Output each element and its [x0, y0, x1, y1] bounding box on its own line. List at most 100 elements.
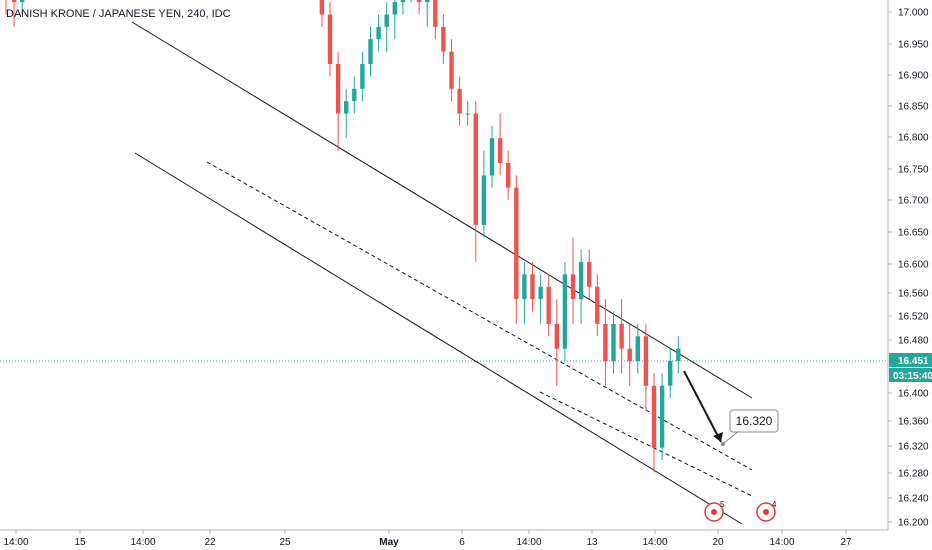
- x-tick-label: 15: [74, 537, 86, 548]
- y-tick-label: 16.520: [898, 312, 929, 323]
- price-axis-bg: [888, 0, 932, 550]
- candle-body: [360, 64, 365, 89]
- candle-body: [319, 0, 325, 15]
- candle-body: [400, 0, 406, 3]
- candle: [611, 311, 616, 374]
- candle: [5, 0, 7, 15]
- event-number: 4: [772, 500, 777, 509]
- candle-body: [392, 2, 397, 15]
- candle: [668, 348, 673, 399]
- x-tick-label: 14:00: [769, 537, 794, 548]
- y-tick-label: 16.480: [898, 336, 929, 347]
- y-tick-label: 16.750: [898, 165, 929, 176]
- y-tick-label: 16.700: [898, 196, 929, 207]
- candle-body: [522, 274, 527, 300]
- event-marker[interactable]: 4: [756, 500, 777, 522]
- candle-body: [465, 113, 470, 115]
- candle: [400, 0, 406, 15]
- current-price-label: 16.451: [898, 356, 929, 367]
- candle: [449, 39, 454, 102]
- candle: [554, 299, 559, 386]
- candle: [368, 26, 373, 77]
- candle-body: [384, 14, 389, 27]
- y-tick-label: 16.560: [898, 289, 929, 300]
- y-tick-label: 16.200: [898, 518, 929, 529]
- candle: [497, 113, 503, 176]
- candle-body: [562, 274, 568, 349]
- candle-body: [619, 323, 624, 349]
- x-tick-label: 20: [712, 537, 724, 548]
- candle: [416, 0, 422, 15]
- target-callout-box[interactable]: [729, 409, 779, 433]
- candle: [384, 2, 389, 52]
- projection-arrow[interactable]: [683, 370, 722, 443]
- candle: [441, 14, 446, 64]
- chart-title: DANISH KRONE / JAPANESE YEN, 240, IDC: [6, 8, 231, 20]
- inner-dashed-line[interactable]: [539, 391, 753, 497]
- candle: [578, 249, 584, 324]
- candle: [481, 150, 487, 238]
- candle-body: [11, 0, 17, 3]
- candle-body: [595, 286, 600, 324]
- candle-body: [668, 361, 673, 386]
- candle-body: [570, 274, 576, 300]
- x-tick-label: 25: [279, 537, 291, 548]
- candle: [433, 0, 438, 40]
- candle-body: [497, 138, 503, 163]
- candle-body: [352, 88, 357, 102]
- candle-body: [327, 14, 333, 64]
- channel-upper-line[interactable]: [131, 21, 753, 399]
- candle-body: [643, 336, 649, 386]
- candle: [659, 373, 665, 460]
- candle-body: [457, 88, 462, 114]
- target-callout-label: 16.320: [736, 414, 773, 428]
- event-marker[interactable]: 5: [704, 500, 725, 522]
- candle-body: [433, 0, 438, 27]
- candle: [522, 262, 527, 324]
- candle: [457, 76, 462, 126]
- candle-body: [635, 336, 640, 361]
- x-tick-label: May: [379, 537, 399, 548]
- candle: [20, 0, 25, 15]
- candle-body: [489, 138, 495, 176]
- candle: [319, 0, 325, 27]
- candle: [651, 373, 657, 473]
- event-number: 5: [720, 500, 725, 509]
- candle: [360, 51, 365, 102]
- candle-body: [603, 323, 608, 361]
- candle-body: [676, 348, 681, 361]
- candle-body: [554, 323, 559, 349]
- candle-body: [416, 0, 422, 3]
- candle: [530, 262, 535, 312]
- candle-body: [481, 175, 487, 225]
- candle: [546, 274, 551, 337]
- candle-body: [587, 262, 592, 287]
- candle-body: [530, 274, 535, 300]
- candle: [643, 323, 649, 411]
- y-tick-label: 16.320: [898, 442, 929, 453]
- candle-body: [651, 385, 657, 448]
- x-tick-label: 14:00: [642, 537, 667, 548]
- channel-mid-dashed-line[interactable]: [206, 161, 753, 471]
- candle: [627, 323, 632, 386]
- candle-body: [425, 0, 430, 3]
- candle: [514, 175, 519, 324]
- current-price-badge: [889, 353, 932, 367]
- candle-body: [538, 286, 543, 300]
- x-tick-label: 22: [204, 537, 216, 548]
- candle: [410, 0, 412, 3]
- x-tick-label: 14:00: [3, 537, 28, 548]
- y-tick-label: 17.000: [898, 8, 929, 19]
- y-tick-label: 16.360: [898, 417, 929, 428]
- candle-body: [506, 163, 511, 188]
- y-tick-label: 16.280: [898, 469, 929, 480]
- x-tick-label: 27: [840, 537, 852, 548]
- y-tick-label: 16.900: [898, 71, 929, 82]
- event-dot: [763, 509, 769, 515]
- x-tick-label: 14:00: [516, 537, 541, 548]
- channel-lower-line[interactable]: [134, 152, 743, 525]
- candle: [595, 274, 600, 337]
- candle: [676, 336, 681, 374]
